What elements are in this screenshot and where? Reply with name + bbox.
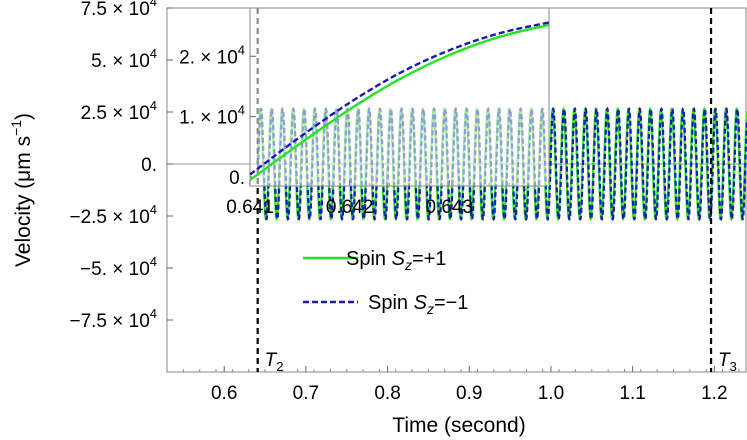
- legend: Spin Sz=+1 Spin Sz=−1: [303, 248, 468, 317]
- inset-x-tick-label: 0.641: [226, 197, 274, 218]
- x-tick-label: 0.8: [374, 383, 400, 404]
- y-tick-label: 5. × 104: [91, 46, 157, 72]
- axis-labels: Time (second) Velocity (μm s−1): [8, 113, 526, 437]
- legend-label-1: Spin Sz=−1: [368, 292, 468, 317]
- legend-label-0: Spin Sz=+1: [346, 248, 446, 273]
- inset-y-tick-label: 0.: [229, 168, 245, 189]
- y-tick-label: −2.5 × 104: [69, 202, 157, 228]
- y-tick-label: 0.: [141, 155, 157, 176]
- x-axis-label: Time (second): [392, 414, 525, 437]
- inset-y-tick-label: 2. × 104: [179, 42, 245, 68]
- x-tick-label: 1.1: [619, 383, 645, 404]
- x-tick-label: 0.6: [211, 383, 237, 404]
- inset-x-tick-label: 0.643: [426, 197, 474, 218]
- inset-x-tick-label: 0.642: [326, 197, 374, 218]
- x-tick-label: 0.9: [456, 383, 482, 404]
- annotation-label-0: T2: [265, 350, 284, 374]
- y-tick-label: 7.5 × 104: [81, 0, 157, 20]
- x-tick-label: 1.0: [538, 383, 564, 404]
- annotation-label-1: T3: [718, 350, 737, 374]
- x-tick-label: 1.2: [701, 383, 727, 404]
- y-tick-label: −5. × 104: [80, 254, 157, 280]
- y-tick-label: −7.5 × 104: [69, 306, 157, 332]
- x-tick-label: 0.7: [293, 383, 319, 404]
- y-tick-label: 2.5 × 104: [81, 98, 157, 124]
- inset-y-tick-label: 1. × 104: [179, 103, 245, 129]
- inset-plot: 0.641 0.642 0.643 2. × 104 1. × 104 0.: [179, 7, 550, 218]
- y-axis-label: Velocity (μm s−1): [8, 113, 35, 267]
